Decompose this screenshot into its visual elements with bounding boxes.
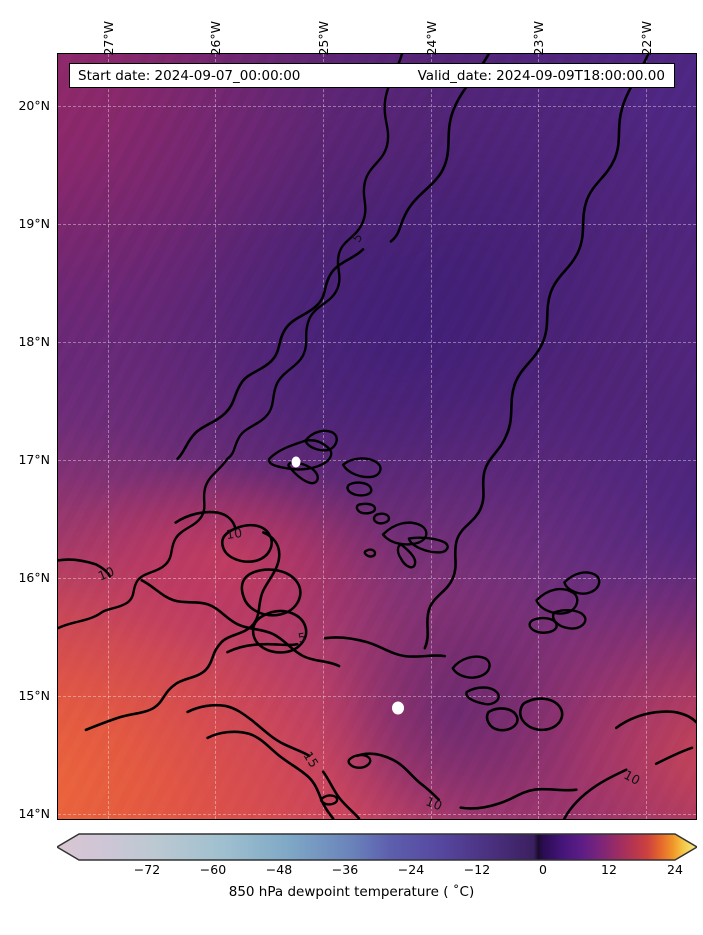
contour-label-10-central: 10 [225, 524, 244, 543]
lon-tick-label-4: 23°W [531, 21, 546, 56]
field-south-central-notch [58, 54, 696, 819]
colorbar-tick-6: 0 [539, 862, 547, 877]
contour-line-overlay [58, 54, 696, 819]
lon-tick-label-3: 24°W [424, 21, 439, 56]
lon-tick-label-5: 22°W [639, 21, 654, 56]
date-info-bar: Start date: 2024-09-07_00:00:00 Valid_da… [69, 63, 675, 88]
station-marker-south [392, 701, 404, 715]
colorbar: −72 −60 −48 −36 −24 −12 0 12 24 [57, 833, 697, 877]
coastline-overlay [58, 54, 601, 806]
valid-date-text: Valid_date: 2024-09-09T18:00:00.00 [417, 67, 665, 84]
colorbar-tick-7: 12 [601, 862, 617, 877]
lat-tick-label-14n: 14°N [18, 806, 50, 821]
lat-tick-label-16n: 16°N [18, 570, 50, 585]
field-contour-banding [58, 54, 696, 819]
lat-tick-label-19n: 19°N [18, 216, 50, 231]
colorbar-tick-8: 24 [667, 862, 683, 877]
colorbar-tick-5: −12 [463, 862, 491, 877]
lat-tick-label-15n: 15°N [18, 688, 50, 703]
map-plot-area: 5 10 10 5 15 10 10 Start date: 2024-09-0… [57, 53, 697, 820]
start-date-text: Start date: 2024-09-07_00:00:00 [78, 67, 301, 84]
lon-tick-label-1: 26°W [208, 21, 223, 56]
colorbar-axis-label: 850 hPa dewpoint temperature ( ˚C) [228, 884, 475, 900]
colorbar-tick-0: −72 [133, 862, 161, 877]
colorbar-tick-3: −36 [331, 862, 359, 877]
lat-tick-label-18n: 18°N [18, 334, 50, 349]
dewpoint-filled-field [58, 54, 696, 819]
station-marker-north [291, 456, 301, 468]
lat-tick-label-20n: 20°N [18, 98, 50, 113]
lon-tick-label-2: 25°W [316, 21, 331, 56]
colorbar-tick-2: −48 [265, 862, 293, 877]
lat-tick-label-17n: 17°N [18, 452, 50, 467]
colorbar-tick-1: −60 [199, 862, 227, 877]
lon-tick-label-0: 27°W [101, 21, 116, 56]
colorbar-tick-4: −24 [397, 862, 425, 877]
colorbar-gradient [57, 833, 697, 861]
